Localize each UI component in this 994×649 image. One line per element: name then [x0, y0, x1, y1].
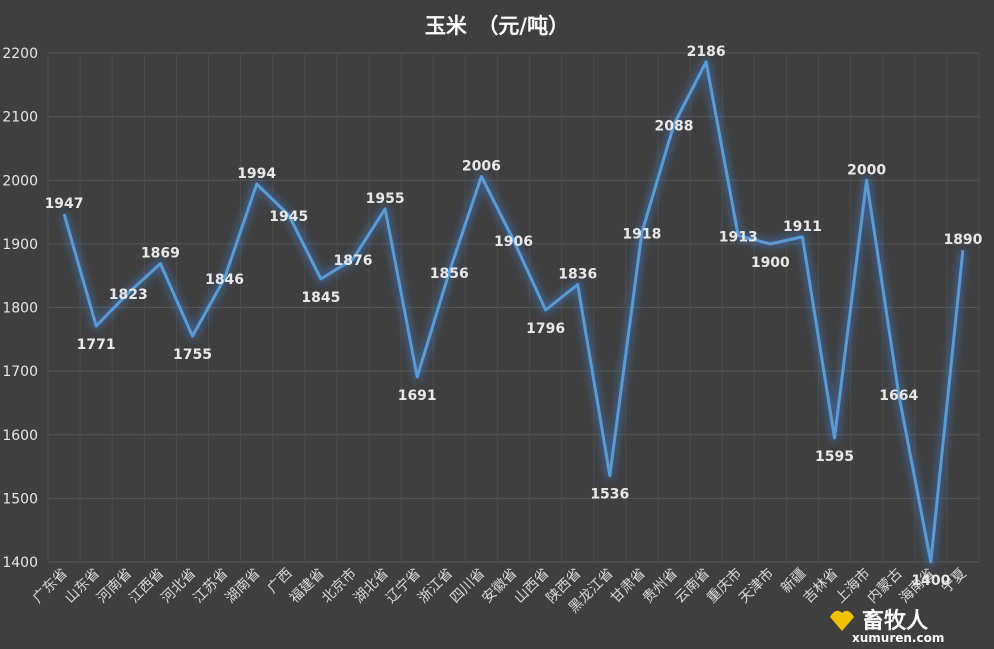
data-label: 1947	[45, 196, 84, 212]
data-label: 1918	[622, 226, 661, 242]
x-tick-label: 内蒙古	[865, 566, 906, 607]
data-label: 1836	[558, 267, 597, 283]
y-tick-label: 2200	[2, 46, 38, 62]
data-label: 1845	[301, 290, 340, 306]
x-tick-label: 北京市	[318, 565, 360, 607]
data-label: 1796	[526, 321, 565, 337]
x-tick-label: 浙江省	[415, 566, 456, 607]
data-label: 2000	[847, 162, 886, 178]
series-line-glow	[59, 57, 968, 567]
y-tick-label: 1700	[2, 364, 38, 380]
x-tick-label: 江西省	[126, 566, 167, 607]
data-label: 1913	[719, 230, 758, 246]
data-label: 1994	[237, 166, 276, 182]
x-tick-label: 福建省	[287, 566, 328, 607]
x-tick-label: 上海市	[832, 565, 874, 607]
x-tick-label: 湖南省	[222, 566, 263, 607]
y-tick-label: 1500	[2, 491, 38, 507]
x-tick-label: 广东省	[30, 566, 71, 607]
watermark-url: xumuren.com	[852, 631, 944, 645]
watermark-text: 畜牧人	[862, 608, 928, 634]
x-tick-label: 山西省	[511, 566, 552, 607]
series-line-path	[62, 60, 965, 564]
data-labels: 1947 1771 1823 1869 1755 1846 1994 1945 1845 1876…	[45, 44, 983, 589]
data-label: 1400	[911, 573, 950, 589]
y-tick-label: 1800	[2, 301, 38, 317]
x-tick-label: 安徽省	[479, 566, 520, 607]
x-tick-label: 云南省	[672, 566, 713, 607]
y-tick-label: 1400	[2, 555, 38, 571]
y-axis-ticks: 1400 1500 1600 1700 1800 1900 2000 2100 2200	[2, 46, 38, 571]
x-tick-label: 天津市	[735, 565, 777, 607]
data-label: 1823	[109, 287, 148, 303]
y-tick-label: 2000	[2, 173, 38, 189]
x-tick-label: 湖北省	[351, 566, 392, 607]
data-label: 1900	[751, 255, 790, 271]
data-label: 1869	[141, 246, 180, 262]
data-label: 1911	[783, 219, 822, 235]
series-line	[59, 57, 968, 567]
data-label: 1771	[77, 337, 116, 353]
data-label: 2088	[655, 118, 694, 134]
x-tick-label: 山东省	[62, 566, 103, 607]
x-tick-label: 贵州省	[640, 566, 681, 607]
data-label: 1595	[815, 449, 854, 465]
x-tick-label: 甘肃省	[608, 566, 649, 607]
data-label: 1890	[943, 232, 982, 248]
x-tick-label: 重庆市	[703, 565, 745, 607]
data-label: 1945	[269, 209, 308, 225]
x-tick-label: 河北省	[158, 566, 199, 607]
data-label: 1664	[879, 388, 918, 404]
x-tick-label: 河南省	[94, 566, 135, 607]
y-tick-label: 2100	[2, 110, 38, 126]
x-tick-label: 四川省	[447, 566, 488, 607]
watermark-logo: 畜牧人 xumuren.com	[830, 608, 944, 645]
data-label: 1691	[398, 388, 437, 404]
x-tick-label: 江苏省	[190, 566, 231, 607]
y-tick-label: 1900	[2, 237, 38, 253]
data-label: 1876	[333, 253, 372, 269]
heart-icon	[830, 610, 854, 631]
data-label: 1856	[430, 266, 469, 282]
x-tick-label: 吉林省	[800, 566, 841, 607]
data-label: 1955	[366, 191, 405, 207]
data-label: 1846	[205, 272, 244, 288]
gridlines	[47, 52, 980, 563]
data-label: 1536	[590, 486, 629, 502]
x-tick-label: 辽宁省	[382, 565, 424, 607]
chart-title: 玉米 （元/吨）	[425, 14, 569, 38]
data-label: 1755	[173, 347, 212, 363]
data-label: 1906	[494, 234, 533, 250]
y-tick-label: 1600	[2, 428, 38, 444]
data-label: 2186	[687, 44, 726, 60]
data-label: 2006	[462, 158, 501, 174]
